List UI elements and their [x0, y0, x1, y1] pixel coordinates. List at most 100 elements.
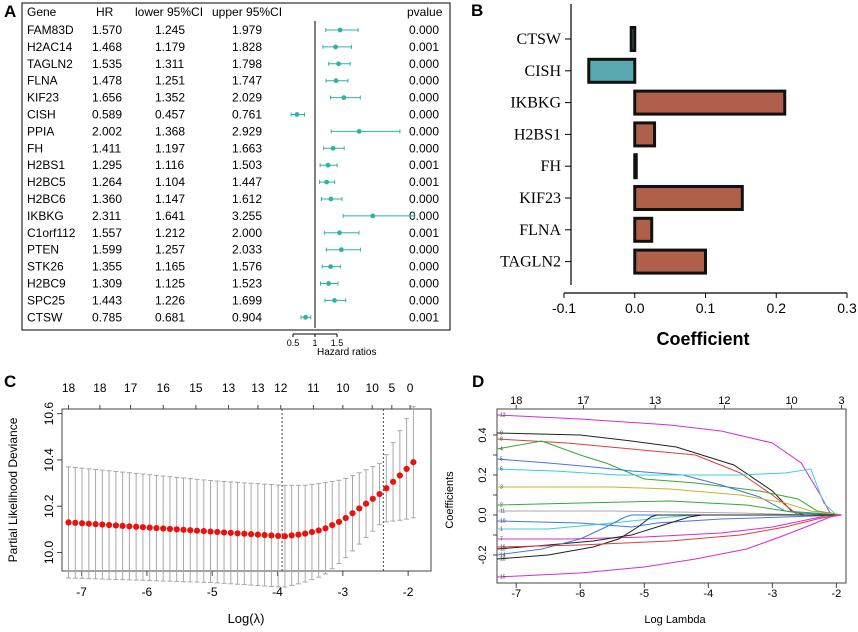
- forest-gene-label: IKBKG: [27, 209, 64, 223]
- deviance-point: [92, 521, 99, 528]
- deviance-point: [153, 524, 160, 532]
- deviance-point: [105, 521, 113, 529]
- forest-point: [326, 281, 331, 286]
- forest-gene-label: PPIA: [27, 124, 54, 138]
- forest-pvalue: 0.000: [409, 74, 439, 88]
- deviance-point: [356, 505, 363, 512]
- path-xlabel: Log Lambda: [644, 614, 706, 626]
- panel-a-forest-plot: Gene HR lower 95%CI upper 95%CI pvalue F…: [21, 2, 451, 358]
- forest-pvalue: 0.000: [409, 260, 439, 274]
- coefficient-bar: [633, 89, 787, 116]
- coefficient-bar: [629, 26, 637, 52]
- path-y-tick-label: 0.4: [477, 427, 489, 442]
- deviance-top-label: 0: [407, 381, 414, 395]
- forest-upper-value: 1.798: [232, 57, 262, 71]
- bar-category-label: KIF23: [519, 190, 561, 207]
- forest-lower-value: 1.257: [155, 243, 185, 257]
- deviance-top-label: 13: [222, 381, 236, 395]
- path-top-label: 18: [510, 395, 522, 407]
- deviance-point: [78, 520, 86, 527]
- forest-lower-value: 1.368: [155, 124, 185, 138]
- forest-point: [337, 230, 342, 236]
- forest-gene-label: H2BC6: [27, 192, 66, 206]
- bar-category-label: FH: [541, 158, 562, 175]
- forest-upper-value: 1.523: [232, 277, 262, 291]
- bar-category-label: FLNA: [519, 222, 561, 239]
- coefficient-bar: [633, 121, 657, 148]
- deviance-top-label: 10: [336, 381, 350, 395]
- deviance-point: [207, 528, 214, 535]
- forest-upper-value: 1.503: [232, 158, 262, 172]
- forest-pvalue: 0.001: [409, 158, 439, 172]
- deviance-point: [200, 528, 207, 535]
- forest-lower-value: 1.197: [155, 141, 185, 155]
- coefficient-path-line: [496, 500, 842, 516]
- deviance-point: [247, 531, 255, 538]
- deviance-point: [308, 528, 316, 536]
- forest-point: [356, 129, 362, 134]
- forest-point: [332, 298, 337, 303]
- forest-hr-value: 1.557: [92, 226, 122, 240]
- deviance-point: [362, 500, 370, 507]
- forest-hr-value: 1.570: [92, 23, 122, 37]
- deviance-point: [193, 527, 201, 534]
- forest-pvalue: 0.001: [409, 40, 439, 54]
- deviance-point: [281, 533, 288, 540]
- deviance-point: [376, 490, 383, 498]
- forest-gene-label: H2AC14: [27, 40, 73, 54]
- col-header-gene: Gene: [27, 5, 57, 19]
- panel-letter-d: D: [472, 372, 484, 391]
- deviance-x-tick-label: -4: [272, 585, 283, 599]
- forest-gene-label: PTEN: [27, 243, 59, 257]
- deviance-top-label: 18: [93, 381, 107, 395]
- path-top-label: 17: [577, 395, 589, 407]
- deviance-top-label: 11: [307, 381, 320, 395]
- forest-upper-value: 2.929: [232, 124, 262, 138]
- coefficient-path-line: [496, 514, 842, 528]
- deviance-point: [342, 514, 349, 522]
- deviance-point: [227, 529, 234, 536]
- deviance-top-label: 15: [189, 381, 203, 395]
- forest-xlabel: Hazard ratios: [317, 347, 376, 358]
- forest-point: [341, 95, 347, 100]
- deviance-top-label: 18: [62, 381, 76, 395]
- coefficient-path-line: [496, 432, 842, 516]
- deviance-point: [146, 524, 153, 531]
- deviance-point: [295, 531, 302, 538]
- path-top-label: 12: [718, 395, 730, 407]
- deviance-point: [315, 527, 322, 534]
- forest-upper-value: 1.699: [232, 293, 262, 307]
- forest-pvalue: 0.001: [409, 175, 439, 189]
- col-header-upper: upper 95%CI: [212, 5, 282, 19]
- forest-pvalue: 0.000: [409, 192, 439, 206]
- coefficient-path-label: 11: [500, 509, 505, 515]
- deviance-x-tick-label: -3: [337, 585, 348, 599]
- forest-upper-value: 2.000: [232, 226, 262, 240]
- bar-tick-label: 0.2: [767, 300, 787, 316]
- forest-point: [328, 264, 334, 269]
- forest-upper-value: 2.033: [232, 243, 262, 257]
- deviance-top-label: 16: [157, 381, 171, 395]
- forest-gene-label: H2BC5: [27, 175, 66, 189]
- deviance-point: [396, 472, 403, 479]
- deviance-point: [133, 523, 140, 530]
- forest-hr-value: 1.656: [92, 91, 122, 105]
- forest-point: [370, 213, 376, 219]
- forest-gene-label: H2BC9: [27, 277, 66, 291]
- deviance-point: [166, 525, 174, 533]
- forest-upper-value: 0.904: [232, 310, 262, 324]
- deviance-point: [410, 459, 417, 466]
- forest-upper-value: 1.447: [232, 175, 262, 189]
- deviance-top-label: 5: [388, 381, 395, 395]
- path-top-label: 3: [838, 395, 844, 407]
- coefficient-path-line: [496, 514, 842, 560]
- panel-b-coefficient-chart: CTSW CISH IKBKG H2BS1 FH KIF23 FLNA TAGLN2 -0.1 0…: [500, 4, 857, 349]
- forest-gene-label: FAM83D: [27, 23, 74, 37]
- forest-lower-value: 1.311: [155, 57, 184, 71]
- coefficient-path-line: [496, 514, 842, 550]
- deviance-y-tick-label: 10.4: [42, 448, 56, 472]
- coefficient-path-line: [497, 514, 842, 540]
- panel-letter-c: C: [4, 372, 16, 391]
- coefficient-path-label: 9: [500, 431, 503, 437]
- forest-lower-value: 1.245: [155, 23, 185, 37]
